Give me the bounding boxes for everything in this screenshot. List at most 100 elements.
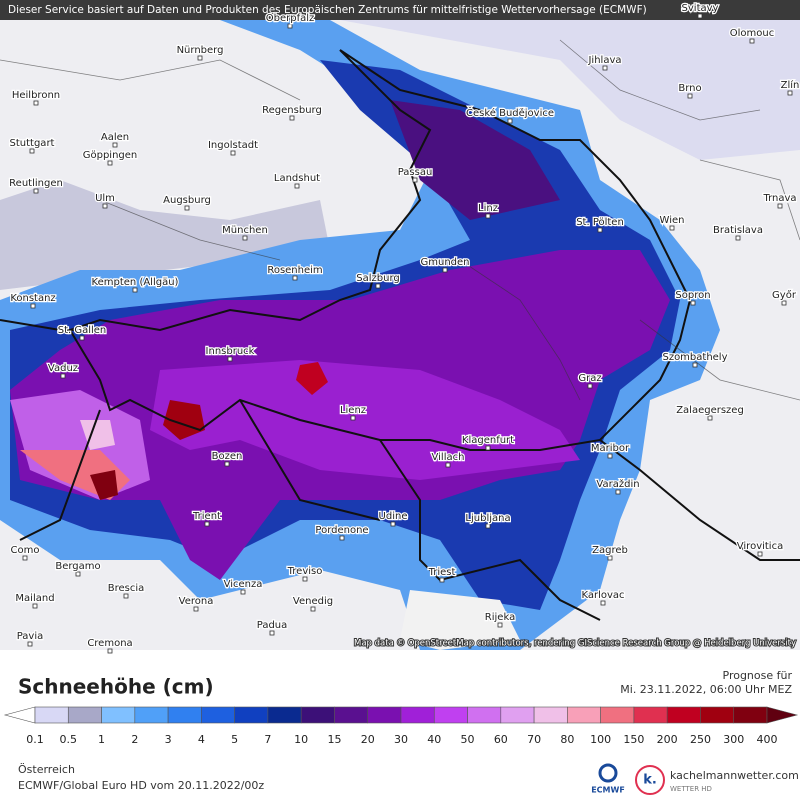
city-marker [310, 606, 316, 612]
city-label: Linz [478, 203, 498, 214]
forecast-label: Prognose für [723, 669, 793, 682]
city-label: Virovitica [737, 541, 783, 552]
city-marker [781, 300, 787, 306]
city-label: Triest [428, 567, 456, 578]
city-label: Gmunden [420, 257, 469, 268]
city-marker [240, 589, 246, 595]
city-label: Villach [432, 452, 465, 463]
legend-swatch [533, 706, 568, 724]
city-marker [269, 630, 275, 636]
city-label: Brescia [108, 583, 145, 594]
city-marker [687, 93, 693, 99]
city-marker [757, 551, 763, 557]
city-marker [29, 148, 35, 154]
legend-swatch [167, 706, 202, 724]
site-subtitle: WETTER HD [670, 785, 712, 793]
city-marker [497, 622, 503, 628]
legend-swatch [300, 706, 335, 724]
legend-swatch [67, 706, 102, 724]
city-label: Innsbruck [206, 346, 255, 357]
legend-swatch [134, 706, 169, 724]
legend-title: Schneehöhe (cm) [18, 675, 214, 699]
city-label: Treviso [287, 566, 323, 577]
legend-label: 50 [461, 733, 475, 746]
legend-swatch [234, 706, 269, 724]
legend-swatch [567, 706, 601, 724]
legend-label: 60 [494, 733, 508, 746]
city-marker [292, 275, 298, 281]
city-label: Trnava [762, 193, 796, 204]
city-label: Szombathely [662, 352, 727, 363]
city-marker [132, 287, 138, 293]
city-label: Pavia [17, 631, 44, 642]
city-marker [749, 38, 755, 44]
legend-swatch [700, 706, 735, 724]
city-label: Bratislava [713, 225, 763, 236]
city-marker [227, 356, 233, 362]
model-run: ECMWF/Global Euro HD vom 20.11.2022/00z [18, 779, 264, 792]
city-label: Győr [772, 289, 797, 301]
legend-label: 1 [98, 733, 105, 746]
city-marker [690, 300, 696, 306]
city-marker [287, 23, 293, 29]
city-label: Trient [192, 511, 221, 522]
city-label: Rosenheim [267, 265, 322, 276]
city-marker [22, 555, 28, 561]
k-logo: k. [643, 773, 657, 788]
legend-label: 0.1 [26, 733, 44, 746]
legend-label: 10 [294, 733, 308, 746]
city-marker [615, 489, 621, 495]
legend-label: 20 [361, 733, 375, 746]
city-label: Kempten (Allgäu) [92, 277, 179, 288]
legend-label: 250 [690, 733, 711, 746]
city-marker [102, 203, 108, 209]
city-label: Bozen [212, 451, 243, 462]
legend-label: 7 [264, 733, 271, 746]
city-marker [27, 641, 33, 647]
city-marker [75, 571, 81, 577]
city-label: Göppingen [83, 150, 138, 161]
city-label: Vicenza [224, 579, 263, 590]
city-marker [390, 521, 396, 527]
city-marker [197, 55, 203, 61]
legend-swatch [367, 706, 402, 724]
legend-swatch [500, 706, 535, 724]
city-label: Sopron [675, 290, 710, 301]
city-marker [600, 600, 606, 606]
city-marker [107, 648, 113, 654]
city-label: Ulm [95, 193, 115, 204]
legend-swatch [201, 706, 235, 724]
city-label: Landshut [274, 173, 320, 184]
city-label: St. Pölten [576, 217, 624, 228]
city-label: Zlín [781, 79, 800, 91]
city-marker [33, 100, 39, 106]
legend-swatch [433, 706, 468, 724]
legend-label: 150 [623, 733, 644, 746]
city-marker [442, 267, 448, 273]
city-marker [485, 523, 491, 529]
city-marker [787, 90, 793, 96]
legend-label: 15 [327, 733, 341, 746]
city-label: Brno [678, 83, 701, 94]
map: Map data © OpenStreetMap contributors, r… [0, 0, 800, 650]
site-name: kachelmannwetter.com [670, 769, 799, 782]
city-marker [485, 213, 491, 219]
legend-swatch [666, 706, 701, 724]
city-marker [607, 453, 613, 459]
city-label: Klagenfurt [462, 435, 514, 446]
city-marker [224, 461, 230, 467]
city-marker [112, 142, 118, 148]
forecast-time: Mi. 23.11.2022, 06:00 Uhr MEZ [620, 683, 792, 696]
city-marker [777, 203, 783, 209]
city-label: Oberpfalz [266, 13, 315, 24]
attribution: Map data © OpenStreetMap contributors, r… [354, 639, 796, 649]
legend-swatch [101, 706, 136, 724]
city-marker [289, 115, 295, 121]
service-notice: Dieser Service basiert auf Daten und Pro… [8, 4, 647, 16]
ecmwf-logo: ECMWF [591, 786, 625, 795]
city-label: Salzburg [356, 273, 399, 284]
city-marker [350, 415, 356, 421]
city-marker [33, 188, 39, 194]
city-marker [60, 373, 66, 379]
